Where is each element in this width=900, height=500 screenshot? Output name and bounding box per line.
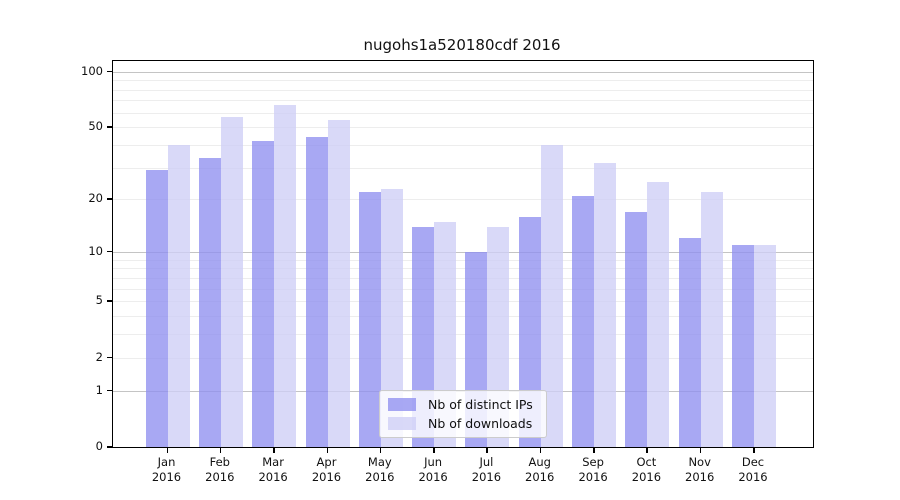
gridline-major (113, 251, 813, 253)
gridline-minor (113, 89, 813, 91)
bar-nb-of-downloads-oct (647, 182, 670, 447)
x-tick-label-apr: Apr 2016 (311, 455, 342, 484)
x-tick-label-mar: Mar 2016 (258, 455, 288, 484)
bar-nb-of-downloads-jan (167, 144, 190, 447)
x-tick-label-nov: Nov 2016 (685, 455, 715, 484)
gridline-minor (113, 316, 813, 318)
bar-nb-of-distinct-ips-nov (678, 238, 701, 447)
y-tick-mark (107, 250, 112, 253)
y-tick-mark (107, 389, 112, 392)
bar-nb-of-distinct-ips-oct (625, 211, 648, 447)
gridline-minor (113, 288, 813, 290)
bar-nb-of-downloads-aug (540, 144, 563, 447)
x-tick-mark (753, 447, 755, 453)
bar-nb-of-distinct-ips-apr (305, 137, 328, 447)
y-tick-label: 2 (95, 349, 103, 364)
chart-title: nugohs1a520180cdf 2016 (363, 36, 561, 54)
gridline-minor (113, 199, 813, 201)
x-tick-mark (539, 447, 542, 453)
bar-nb-of-downloads-apr (327, 119, 350, 447)
y-tick-label: 10 (88, 243, 103, 258)
x-tick-label-may: May 2016 (365, 455, 395, 484)
x-tick-label-dec: Dec 2016 (738, 455, 768, 484)
x-tick-label-jul: Jul 2016 (471, 455, 502, 484)
x-tick-label-jan: Jan 2016 (151, 455, 182, 484)
bar-nb-of-downloads-dec (754, 244, 776, 447)
bar-nb-of-distinct-ips-sep (572, 195, 595, 447)
gridline-minor (113, 112, 813, 114)
bar-nb-of-downloads-may (380, 188, 403, 447)
gridline-minor (113, 334, 813, 336)
y-tick-mark (107, 356, 112, 359)
legend-item-downloads: Nb of downloads (388, 414, 538, 433)
x-tick-mark (486, 447, 488, 453)
x-tick-mark (699, 447, 702, 453)
bar-nb-of-distinct-ips-jan (145, 170, 168, 447)
x-tick-mark (646, 447, 648, 453)
bar-nb-of-downloads-nov (700, 191, 723, 447)
gridline-minor (113, 144, 813, 146)
x-tick-label-sep: Sep 2016 (578, 455, 608, 484)
y-tick-label: 20 (88, 191, 103, 206)
legend-swatch-distinct-ips (388, 398, 416, 411)
x-tick-mark (219, 447, 222, 453)
gridline-minor (113, 259, 813, 261)
bar-nb-of-distinct-ips-mar (252, 141, 275, 447)
bar-nb-of-distinct-ips-feb (198, 157, 221, 447)
plot-area: Nb of distinct IPs Nb of downloads (112, 60, 814, 448)
y-tick-label: 1 (95, 382, 103, 397)
y-tick-label: 5 (95, 293, 103, 308)
x-tick-label-aug: Aug 2016 (525, 455, 555, 484)
x-tick-mark (593, 447, 595, 453)
y-tick-mark (107, 198, 112, 200)
bar-nb-of-distinct-ips-may (358, 191, 381, 447)
y-tick-label: 100 (81, 63, 103, 78)
legend: Nb of distinct IPs Nb of downloads (379, 390, 547, 438)
x-tick-label-feb: Feb 2016 (205, 455, 235, 484)
gridline-minor (113, 268, 813, 270)
legend-label-downloads: Nb of downloads (428, 416, 533, 431)
y-tick-label: 0 (95, 439, 103, 453)
legend-swatch-downloads (388, 417, 416, 430)
x-tick-mark (379, 447, 382, 453)
gridline-minor (113, 127, 813, 129)
x-tick-label-jun: Jun 2016 (418, 455, 448, 484)
y-tick-mark (107, 126, 112, 128)
gridline-minor (113, 100, 813, 102)
gridline-minor (113, 167, 813, 169)
gridline-minor (113, 80, 813, 82)
x-tick-mark (326, 447, 328, 453)
bar-nb-of-distinct-ips-dec (732, 244, 754, 447)
y-tick-mark (107, 446, 112, 448)
x-tick-label-oct: Oct 2016 (631, 455, 662, 484)
gridline-major (113, 71, 813, 73)
bar-nb-of-downloads-mar (274, 105, 297, 447)
bar-nb-of-downloads-feb (220, 116, 243, 447)
legend-item-distinct-ips: Nb of distinct IPs (388, 395, 538, 414)
y-tick-label: 50 (88, 119, 103, 134)
x-tick-mark (433, 447, 435, 453)
y-tick-mark (107, 300, 112, 302)
bar-nb-of-distinct-ips-aug (518, 216, 541, 447)
gridline-minor (113, 301, 813, 303)
x-tick-mark (273, 447, 275, 453)
gridline-minor (113, 357, 813, 359)
bar-nb-of-downloads-sep (594, 162, 617, 447)
gridline-minor (113, 277, 813, 279)
y-tick-mark (107, 70, 112, 73)
x-tick-mark (166, 447, 168, 453)
legend-label-distinct-ips: Nb of distinct IPs (428, 397, 533, 412)
